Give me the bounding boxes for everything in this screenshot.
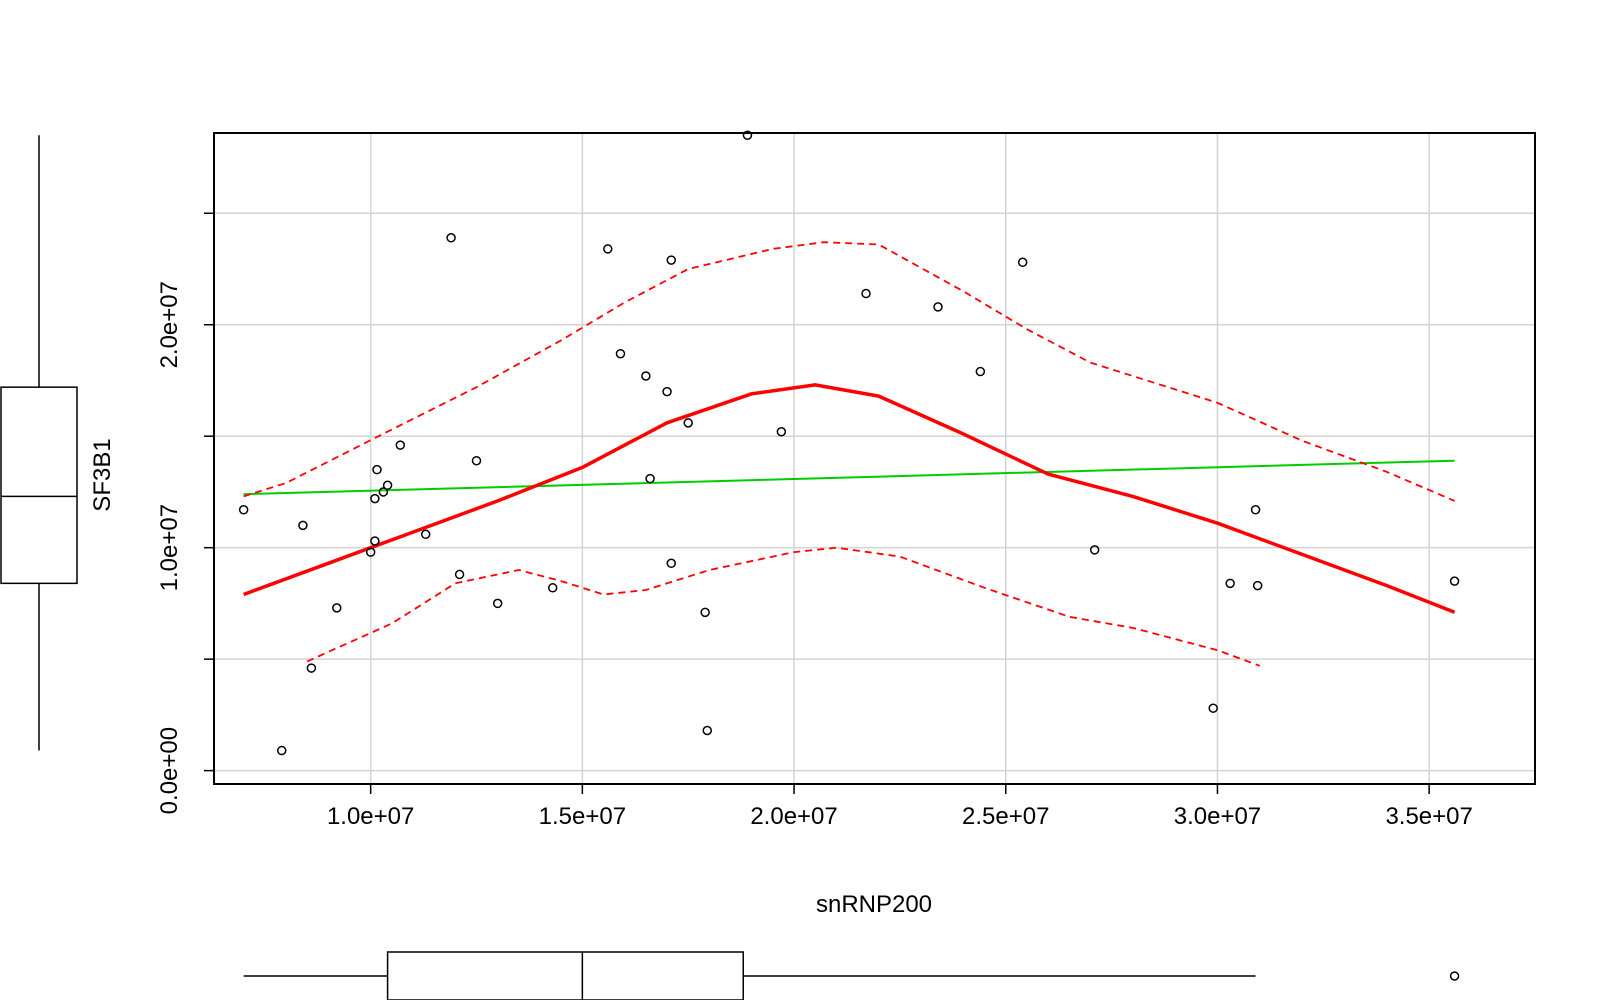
data-point-13 — [446, 233, 456, 243]
data-point-10 — [382, 480, 393, 491]
data-point-33 — [1017, 257, 1028, 268]
data-point-29 — [776, 426, 787, 437]
grid-lines — [214, 133, 1535, 784]
data-point-15 — [471, 455, 482, 466]
data-point-28 — [742, 130, 753, 140]
x-marginal-boxplot — [243, 951, 1460, 1000]
data-point-32 — [975, 366, 986, 377]
smooth-fit-line-1 — [242, 383, 1456, 614]
data-point-3 — [306, 663, 317, 673]
data-point-1 — [276, 745, 287, 756]
data-point-5 — [365, 547, 376, 557]
y-axis-title: SF3B1 — [89, 438, 116, 511]
data-point-11 — [395, 440, 406, 450]
data-point-9 — [378, 487, 389, 497]
x-axis: 1.0e+07 1.5e+07 2.0e+07 2.5e+07 3.0e+07 3.5e+… — [327, 783, 1473, 830]
data-point-30 — [861, 288, 871, 299]
data-point-20 — [641, 371, 651, 381]
data-point-37 — [1250, 505, 1261, 515]
x-tick-label-0: 1.0e+07 — [327, 803, 414, 830]
y-tick-label-2: 2.0e+07 — [156, 281, 183, 368]
data-point-22 — [662, 386, 672, 397]
x-axis-title: snRNP200 — [816, 891, 932, 918]
data-point-25 — [683, 418, 693, 428]
fit-lines — [242, 241, 1456, 667]
data-point-24 — [666, 558, 677, 569]
y-tick-label-0: 0.0e+00 — [156, 727, 183, 814]
x-boxplot-box — [386, 951, 744, 1000]
data-point-39 — [1449, 576, 1460, 586]
data-point-38 — [1252, 580, 1263, 591]
data-point-35 — [1208, 703, 1218, 713]
x-tick-label-3: 2.5e+07 — [962, 803, 1049, 830]
data-point-17 — [547, 583, 558, 593]
data-point-16 — [492, 598, 503, 609]
data-point-31 — [933, 302, 943, 312]
data-point-6 — [370, 493, 380, 504]
smooth-band-upper-line-2 — [243, 241, 1455, 502]
data-point-18 — [603, 244, 613, 254]
data-point-4 — [332, 603, 342, 613]
data-point-36 — [1225, 578, 1235, 589]
data-points — [238, 130, 1460, 756]
x-tick-label-4: 3.0e+07 — [1174, 803, 1261, 830]
smooth-band-lower-line-3 — [306, 546, 1261, 667]
data-point-8 — [372, 464, 382, 475]
data-point-2 — [298, 520, 308, 531]
x-tick-label-5: 3.5e+07 — [1385, 803, 1472, 830]
data-point-14 — [454, 569, 465, 580]
x-tick-label-2: 2.0e+07 — [750, 803, 837, 830]
y-tick-label-1: 1.0e+07 — [156, 504, 183, 591]
data-point-34 — [1089, 545, 1100, 555]
x-boxplot-outlier-0 — [1449, 971, 1460, 981]
data-point-0 — [238, 505, 249, 515]
data-point-27 — [702, 725, 713, 736]
data-point-26 — [700, 607, 710, 618]
data-point-7 — [370, 536, 380, 546]
y-axis: 0.0e+00 1.0e+07 2.0e+07 — [156, 212, 215, 814]
plot-frame — [213, 132, 1536, 785]
data-point-23 — [666, 255, 677, 265]
data-point-12 — [420, 529, 431, 540]
data-point-21 — [645, 473, 655, 484]
y-marginal-boxplot — [0, 135, 78, 751]
linear-fit-line-0 — [243, 459, 1455, 496]
x-tick-label-1: 1.5e+07 — [539, 803, 626, 830]
y-boxplot-box — [0, 386, 78, 585]
data-point-19 — [615, 348, 626, 359]
